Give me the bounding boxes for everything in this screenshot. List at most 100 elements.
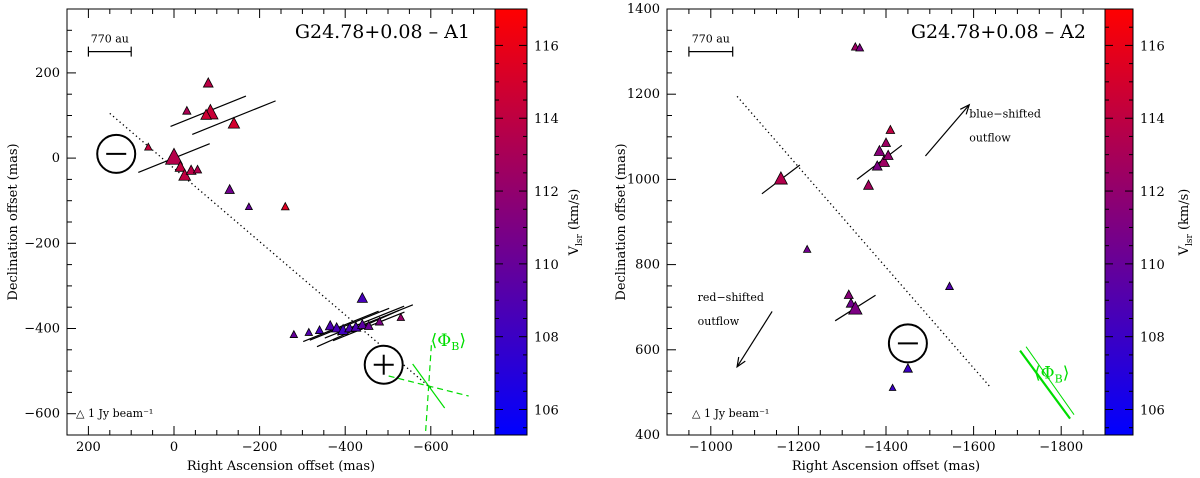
outflow-label: red−shifted — [698, 291, 764, 304]
phi-b-label-close: ⟩ — [459, 331, 466, 351]
y-axis-label: Declination offset (mas) — [6, 143, 21, 300]
colorbar-bar — [494, 8, 528, 436]
fit-line — [109, 112, 432, 389]
maser-point — [873, 144, 886, 156]
tick-labels: −1000 −1200 −1400 −1600 −1800 400 600 800 1000 12… — [627, 2, 1083, 455]
colorbar-tick-label: 116 — [1140, 39, 1165, 54]
colorbar-tick-label: 110 — [534, 258, 559, 273]
tick-marks — [666, 8, 1106, 436]
maser-point — [224, 183, 235, 194]
tick-marks — [66, 8, 496, 436]
outflow-arrow-shaft — [924, 104, 970, 157]
scale-bar-label: 770 au — [91, 33, 129, 46]
colorbar-label-main: V — [567, 245, 582, 256]
sign-markers — [887, 323, 928, 364]
x-tick-label: 0 — [170, 440, 178, 455]
maser-point — [773, 171, 788, 185]
y-tick-label: 400 — [635, 428, 660, 443]
outflow-label: outflow — [698, 315, 740, 328]
maser-point — [314, 325, 325, 334]
plot-frame — [66, 8, 496, 436]
maser-point — [356, 291, 369, 303]
maser-point — [200, 108, 213, 120]
colorbar-ticks: 106 108 110 112 114 116 — [495, 8, 559, 429]
y-tick-label: 1200 — [627, 87, 660, 102]
dotted-fit-line — [736, 95, 992, 389]
y-axis-label: Declination offset (mas) — [614, 143, 629, 300]
maser-point — [902, 362, 914, 373]
y-tick-label: 0 — [52, 151, 60, 166]
polarization-vector — [302, 310, 379, 343]
phi-b-label: ⟨ΦB⟩ — [431, 331, 466, 353]
colorbar-tick-label: 114 — [534, 112, 559, 127]
x-tick-label: −200 — [242, 440, 278, 455]
phi-b-marker: ⟨ΦB⟩ — [1019, 346, 1075, 420]
phi-b-line — [1019, 350, 1071, 420]
polarization-vectors — [761, 144, 903, 322]
phi-b-marker: ⟨ΦB⟩ — [388, 331, 469, 432]
colorbar-label-sub: lsr — [575, 233, 585, 245]
x-tick-label: −1400 — [864, 440, 908, 455]
fit-line — [736, 95, 992, 389]
colorbar-label: Vlsr (km/s) — [567, 189, 585, 257]
colorbar: 106 108 110 112 114 116 Vlsr (km/s) — [1104, 8, 1195, 436]
colorbar-label: Vlsr (km/s) — [1177, 189, 1195, 257]
maser-point — [880, 137, 892, 147]
x-axis-label: Right Ascension offset (mas) — [187, 459, 375, 474]
scale-bar-label: 770 au — [692, 33, 730, 46]
maser-point — [164, 147, 184, 165]
outflow-arrow-shaft — [736, 311, 773, 368]
y-tick-label: −200 — [24, 236, 60, 251]
maser-point — [871, 160, 883, 171]
maser-point — [244, 202, 254, 211]
maser-point — [888, 383, 897, 391]
maser-point — [356, 318, 368, 329]
maser-point — [227, 116, 241, 129]
maser-point — [363, 320, 374, 330]
maser-point — [862, 179, 875, 190]
colorbar-tick-label: 106 — [534, 404, 559, 419]
x-tick-label: 200 — [76, 440, 101, 455]
phi-b-solid — [412, 363, 446, 409]
polarization-vector — [856, 144, 903, 180]
colorbar-tick-label: 108 — [1140, 331, 1165, 346]
dotted-fit-line — [109, 112, 432, 389]
y-tick-label: 600 — [635, 343, 660, 358]
colorbar-tick-label: 114 — [1140, 112, 1165, 127]
colorbar-tick-label: 116 — [534, 39, 559, 54]
sign-markers — [96, 133, 404, 385]
maser-point — [396, 312, 406, 321]
maser-points — [773, 41, 955, 391]
maser-point — [202, 77, 214, 88]
panel-title: G24.78+0.08 – A1 — [295, 21, 470, 43]
beam-label: △ 1 Jy beam⁻¹ — [692, 407, 769, 420]
y-tick-label: 1400 — [627, 2, 660, 17]
colorbar-tick-label: 108 — [534, 331, 559, 346]
colorbar-tick-label: 112 — [1140, 185, 1165, 200]
x-tick-label: −600 — [413, 440, 449, 455]
x-tick-label: −400 — [327, 440, 363, 455]
colorbar-ticks: 106 108 110 112 114 116 — [1105, 8, 1165, 429]
y-tick-label: 200 — [35, 66, 60, 81]
x-tick-label: −1200 — [776, 440, 820, 455]
maser-point — [182, 105, 192, 115]
maser-point — [331, 322, 343, 333]
colorbar-label-unit: (km/s) — [567, 189, 582, 235]
beam-label: △ 1 Jy beam⁻¹ — [76, 407, 153, 420]
maser-point — [304, 327, 314, 336]
phi-b-label-close: ⟩ — [1063, 364, 1070, 384]
panel-title: G24.78+0.08 – A2 — [911, 21, 1086, 43]
y-tick-label: −600 — [24, 407, 60, 422]
maser-point — [885, 124, 896, 134]
phi-b-label-sub: B — [451, 340, 459, 353]
maser-point — [174, 160, 187, 172]
y-tick-label: 800 — [635, 258, 660, 273]
outflow-arrow-head — [960, 103, 971, 115]
outflow-arrow-head — [736, 356, 746, 369]
phi-b-label-main: ⟨Φ — [1034, 364, 1055, 384]
colorbar-tick-label: 112 — [534, 185, 559, 200]
maser-point — [289, 329, 299, 338]
colorbar-label-unit: (km/s) — [1177, 189, 1192, 235]
maser-point — [374, 316, 385, 326]
